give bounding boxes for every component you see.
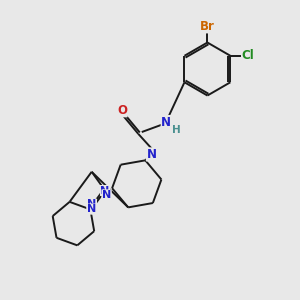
Text: O: O (117, 104, 127, 117)
Text: N: N (146, 148, 157, 161)
Text: N: N (102, 190, 111, 200)
Text: N: N (100, 185, 110, 196)
Text: N: N (87, 199, 97, 209)
Text: N: N (87, 204, 96, 214)
Text: Cl: Cl (242, 49, 254, 62)
Text: H: H (172, 125, 181, 135)
Text: N: N (161, 116, 171, 128)
Text: Br: Br (200, 20, 215, 33)
